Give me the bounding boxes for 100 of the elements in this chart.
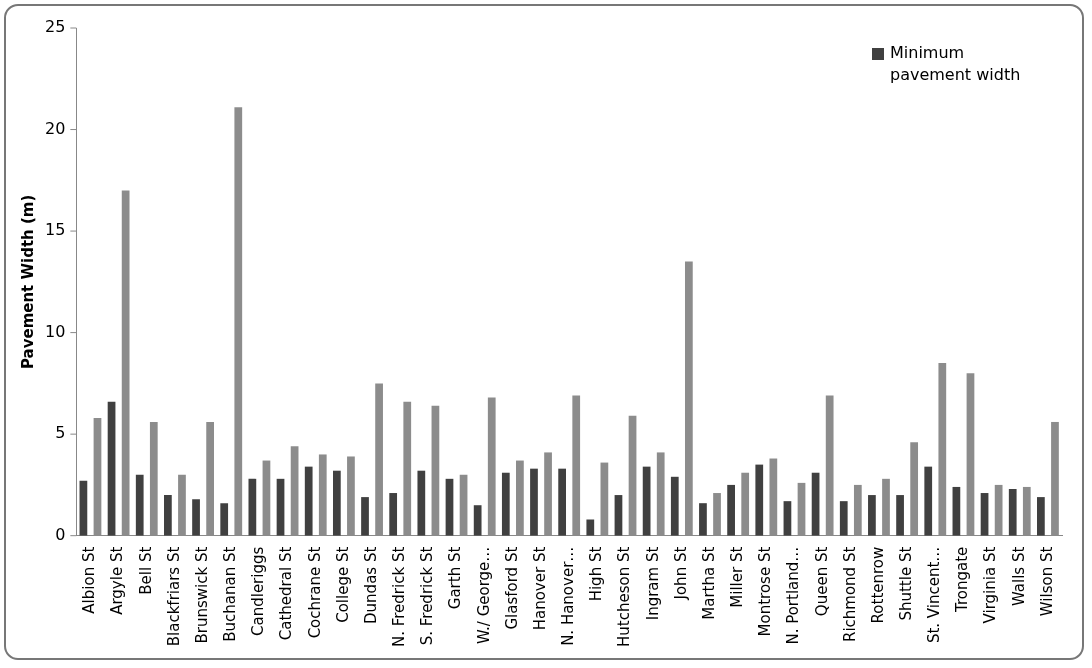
x-tick-label: N. Hanover…: [559, 546, 578, 646]
bar: [699, 503, 707, 536]
y-axis-title: Pavement Width (m): [18, 194, 37, 370]
legend-label: Minimum pavement width: [890, 43, 1021, 85]
bar: [1037, 497, 1045, 536]
bar: [206, 421, 214, 536]
x-tick-label: W./ George…: [474, 546, 493, 645]
x-tick-label: Garth St: [446, 546, 465, 610]
bar: [1022, 486, 1031, 536]
x-tick-label: Cochrane St: [305, 546, 324, 639]
bar: [713, 493, 721, 536]
x-tick-label: High St: [587, 546, 606, 602]
x-tick-label: Walls St: [1009, 546, 1028, 607]
bar: [938, 363, 947, 536]
x-tick-label: Rottenrow: [868, 546, 887, 624]
bar: [1008, 488, 1017, 536]
bar: [417, 470, 426, 536]
x-tick-label: Queen St: [812, 546, 831, 617]
bar: [544, 452, 552, 536]
bar: [868, 495, 876, 536]
x-tick-label: Ingram St: [643, 546, 662, 621]
bar: [178, 474, 186, 536]
x-tick-label: S. Fredrick St: [418, 546, 437, 646]
bar: [403, 401, 412, 536]
x-tick-label: John St: [671, 546, 690, 601]
bar: [882, 478, 890, 536]
x-tick-label: Cathedral St: [277, 546, 296, 641]
bar: [375, 383, 383, 536]
bar: [304, 466, 313, 536]
x-tick-label: Argyle St: [108, 546, 127, 615]
bar: [656, 452, 665, 536]
x-tick-label: Virginia St: [981, 546, 1000, 624]
x-tick-label: Brunswick St: [192, 546, 211, 644]
bar: [389, 493, 398, 536]
x-tick-label: Wilson St: [1037, 546, 1056, 617]
bar: [149, 421, 158, 536]
y-tick-label: 0: [55, 524, 66, 544]
x-tick-label: Candleriggs: [249, 546, 268, 636]
bar: [853, 484, 862, 536]
bar: [825, 395, 834, 536]
bar: [248, 478, 257, 536]
bar: [896, 495, 904, 536]
x-tick-label: Trongate: [953, 546, 972, 613]
bar: [994, 484, 1003, 536]
x-tick-label: N. Fredrick St: [390, 546, 409, 648]
y-tick-label: 25: [45, 17, 66, 37]
x-tick-label: Montrose St: [756, 546, 775, 637]
bar: [192, 499, 200, 536]
x-tick-label: N. Portland…: [784, 546, 803, 645]
bar: [670, 476, 679, 536]
x-tick-label: Hanover St: [530, 546, 549, 631]
bar: [924, 466, 933, 536]
bar: [586, 519, 595, 536]
bar: [839, 501, 848, 536]
bar: [347, 456, 355, 536]
bar: [727, 484, 735, 536]
x-tick-label: Dundas St: [361, 546, 380, 624]
x-tick-label: College St: [333, 546, 352, 623]
bar: [431, 405, 440, 536]
bar: [572, 395, 581, 536]
bar: [318, 454, 327, 536]
x-tick-label: Glasford St: [502, 546, 521, 630]
bar: [769, 458, 778, 536]
x-tick-label: Shuttle St: [897, 546, 915, 621]
bar: [361, 497, 369, 536]
x-tick-label: Richmond St: [840, 546, 859, 643]
y-tick-label: 20: [45, 118, 66, 138]
bar: [487, 397, 496, 536]
x-tick-label: Miller St: [728, 546, 747, 608]
y-tick-label: 10: [45, 321, 66, 341]
bar: [755, 464, 764, 536]
bar: [290, 446, 299, 536]
x-tick-label: Hutcheson St: [615, 546, 634, 648]
bar: [1051, 421, 1059, 536]
bar: [501, 472, 510, 536]
y-tick-label: 15: [45, 220, 66, 240]
bar: [93, 417, 102, 536]
bar: [910, 442, 919, 536]
bar: [234, 107, 243, 536]
bar: [332, 470, 341, 536]
bar: [684, 261, 693, 536]
x-tick-label: Buchanan St: [221, 546, 240, 642]
y-tick-label: 5: [55, 423, 66, 443]
bar: [473, 505, 482, 536]
bar: [966, 373, 975, 536]
x-tick-label: Albion St: [80, 546, 99, 614]
bar: [121, 190, 130, 536]
bar: [628, 415, 637, 536]
x-tick-label: Blackfriars St: [164, 546, 183, 647]
x-tick-label: Bell St: [136, 546, 155, 595]
x-tick-label: Martha St: [699, 546, 718, 620]
bar: [107, 401, 116, 536]
bar: [164, 495, 172, 536]
bar: [741, 472, 750, 536]
bar: [135, 474, 144, 536]
bar: [220, 503, 229, 536]
bar: [516, 460, 524, 536]
x-tick-label: St. Vincent…: [925, 546, 944, 644]
bar: [558, 468, 567, 536]
bar: [530, 468, 538, 536]
